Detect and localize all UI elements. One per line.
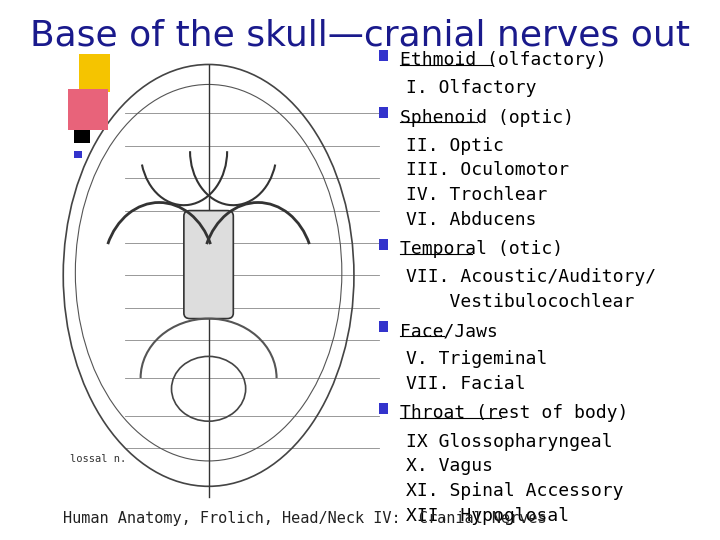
Text: V. Trigeminal: V. Trigeminal: [406, 350, 548, 368]
FancyBboxPatch shape: [74, 151, 82, 158]
Text: VII. Acoustic/Auditory/: VII. Acoustic/Auditory/: [406, 268, 657, 286]
FancyBboxPatch shape: [379, 403, 388, 414]
Text: II. Optic: II. Optic: [406, 137, 504, 154]
Text: IV. Trochlear: IV. Trochlear: [406, 186, 548, 204]
Text: Ethmoid (olfactory): Ethmoid (olfactory): [400, 51, 607, 69]
Text: III. Oculomotor: III. Oculomotor: [406, 161, 570, 179]
Text: Throat (rest of body): Throat (rest of body): [400, 404, 629, 422]
FancyBboxPatch shape: [184, 211, 233, 319]
FancyBboxPatch shape: [379, 321, 388, 332]
Text: XI. Spinal Accessory: XI. Spinal Accessory: [406, 482, 624, 500]
Text: Temporal (otic): Temporal (otic): [400, 240, 563, 258]
Text: Vestibulocochlear: Vestibulocochlear: [406, 293, 635, 311]
Text: Base of the skull—cranial nerves out: Base of the skull—cranial nerves out: [30, 19, 690, 53]
FancyBboxPatch shape: [379, 50, 388, 61]
Text: X. Vagus: X. Vagus: [406, 457, 493, 475]
Text: IX Glossopharyngeal: IX Glossopharyngeal: [406, 433, 613, 450]
Text: Face/Jaws: Face/Jaws: [400, 322, 498, 340]
FancyBboxPatch shape: [74, 130, 90, 143]
Text: VII. Facial: VII. Facial: [406, 375, 526, 393]
Text: VI. Abducens: VI. Abducens: [406, 211, 537, 229]
FancyBboxPatch shape: [78, 54, 109, 92]
Text: Sphenoid (optic): Sphenoid (optic): [400, 109, 574, 126]
Text: lossal n.: lossal n.: [70, 454, 126, 464]
FancyBboxPatch shape: [379, 239, 388, 250]
Text: I. Olfactory: I. Olfactory: [406, 79, 537, 97]
FancyBboxPatch shape: [379, 107, 388, 118]
Text: XII. Hypoglosal: XII. Hypoglosal: [406, 507, 570, 525]
Text: Human Anatomy, Frolich, Head/Neck IV:  Cranial Nerves: Human Anatomy, Frolich, Head/Neck IV: Cr…: [63, 511, 547, 526]
FancyBboxPatch shape: [68, 89, 109, 130]
